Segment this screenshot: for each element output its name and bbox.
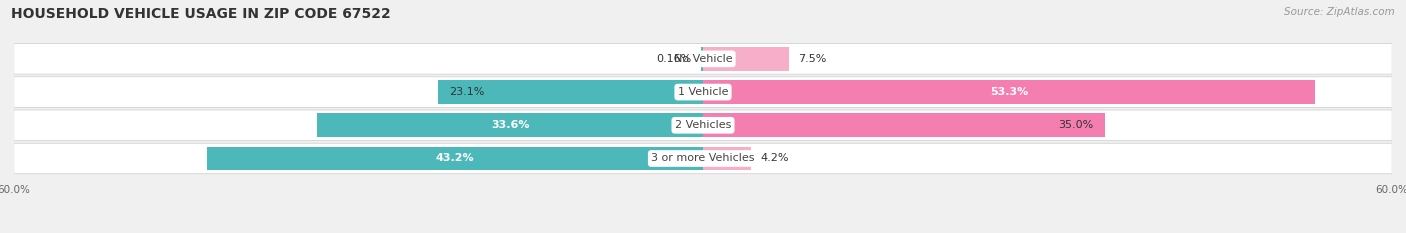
Text: 2 Vehicles: 2 Vehicles [675, 120, 731, 130]
Bar [702, 47, 703, 71]
Bar [207, 147, 703, 171]
FancyBboxPatch shape [14, 143, 1392, 174]
Text: Source: ZipAtlas.com: Source: ZipAtlas.com [1284, 7, 1395, 17]
Text: 23.1%: 23.1% [450, 87, 485, 97]
Text: 0.16%: 0.16% [657, 54, 692, 64]
Text: 53.3%: 53.3% [990, 87, 1028, 97]
Text: 35.0%: 35.0% [1059, 120, 1094, 130]
Bar [703, 47, 789, 71]
FancyBboxPatch shape [14, 77, 1392, 107]
Text: 7.5%: 7.5% [799, 54, 827, 64]
Text: 4.2%: 4.2% [761, 154, 789, 164]
Bar [703, 147, 751, 171]
Text: No Vehicle: No Vehicle [673, 54, 733, 64]
Text: HOUSEHOLD VEHICLE USAGE IN ZIP CODE 67522: HOUSEHOLD VEHICLE USAGE IN ZIP CODE 6752… [11, 7, 391, 21]
FancyBboxPatch shape [14, 110, 1392, 140]
Bar [703, 80, 1315, 104]
Text: 1 Vehicle: 1 Vehicle [678, 87, 728, 97]
Bar [703, 113, 1105, 137]
Bar [437, 80, 703, 104]
Text: 3 or more Vehicles: 3 or more Vehicles [651, 154, 755, 164]
FancyBboxPatch shape [14, 44, 1392, 74]
Text: 43.2%: 43.2% [436, 154, 474, 164]
Text: 33.6%: 33.6% [491, 120, 529, 130]
Bar [318, 113, 703, 137]
